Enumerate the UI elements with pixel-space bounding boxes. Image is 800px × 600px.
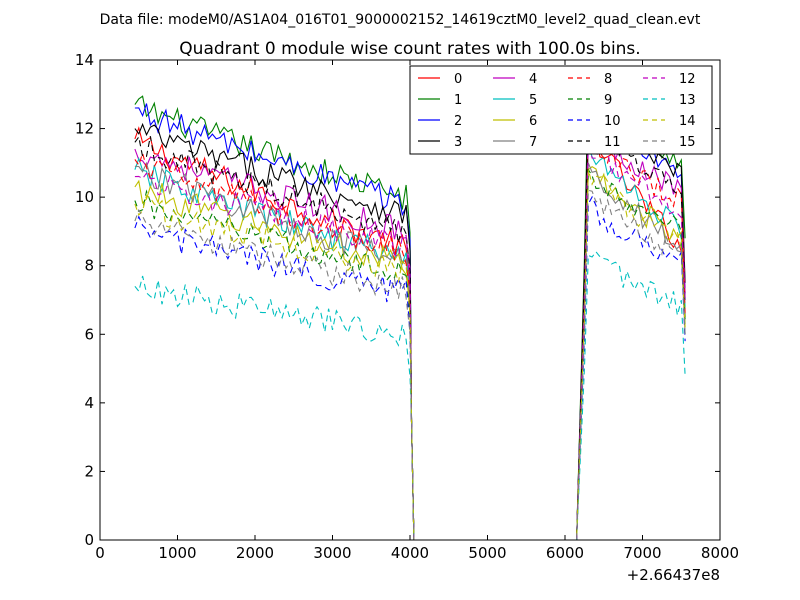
legend-frame	[409, 65, 713, 155]
legend-label-5: 5	[529, 93, 537, 108]
legend-label-6: 6	[529, 114, 537, 129]
series-line-14	[134, 169, 686, 541]
series-line-13	[134, 250, 686, 541]
legend-label-9: 9	[604, 93, 612, 108]
y-tick-label: 0	[84, 531, 94, 549]
legend-label-1: 1	[454, 93, 462, 108]
y-tick-label: 6	[84, 325, 94, 343]
x-tick-label: 3000	[313, 544, 351, 562]
suptitle: Data file: modeM0/AS1A04_016T01_90000021…	[100, 12, 701, 28]
y-tick-label: 10	[75, 188, 94, 206]
series-line-15	[134, 189, 686, 541]
legend-label-11: 11	[604, 135, 621, 150]
series-line-7	[134, 161, 686, 541]
x-tick-label: 0	[95, 544, 105, 562]
x-tick-label: 1000	[158, 544, 196, 562]
legend-label-15: 15	[679, 135, 696, 150]
y-tick-label: 8	[84, 257, 94, 275]
series-line-12	[134, 142, 686, 541]
series-layer	[134, 73, 686, 541]
y-tick-label: 14	[75, 51, 94, 69]
legend-label-3: 3	[454, 135, 462, 150]
legend-label-0: 0	[454, 72, 462, 87]
ticks-layer: 0 1000 2000 3000 4000 5000 6000 7000 80000246810…	[75, 51, 739, 562]
series-line-6	[134, 166, 686, 541]
series-line-9	[134, 167, 686, 541]
legend-label-10: 10	[604, 114, 621, 129]
legend-label-14: 14	[679, 114, 696, 129]
legend-label-7: 7	[529, 135, 537, 150]
series-line-10	[134, 195, 686, 541]
x-tick-label: 5000	[468, 544, 506, 562]
legend-label-8: 8	[604, 72, 612, 87]
y-tick-label: 2	[84, 462, 94, 480]
x-tick-label: 6000	[546, 544, 584, 562]
x-tick-label: 4000	[391, 544, 429, 562]
legend-label-4: 4	[529, 72, 537, 87]
legend-label-13: 13	[679, 93, 696, 108]
y-tick-label: 12	[75, 120, 94, 138]
legend-label-12: 12	[679, 72, 696, 87]
y-tick-label: 4	[84, 394, 94, 412]
x-offset-label: +2.66437e8	[627, 566, 720, 584]
x-tick-label: 2000	[236, 544, 274, 562]
legend-label-2: 2	[454, 114, 462, 129]
x-tick-label: 8000	[701, 544, 739, 562]
chart-title: Quadrant 0 module wise count rates with …	[179, 39, 640, 59]
series-line-8	[134, 129, 686, 541]
x-tick-label: 7000	[623, 544, 661, 562]
